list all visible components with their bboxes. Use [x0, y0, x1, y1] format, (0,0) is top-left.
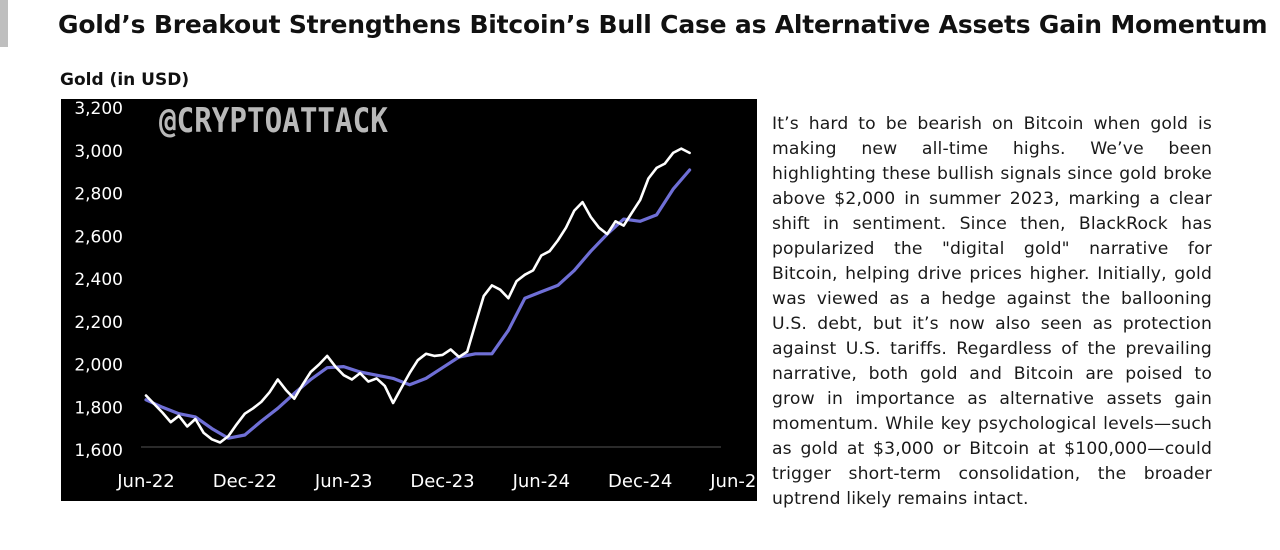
y-tick-label: 1,800	[74, 398, 123, 418]
chart-canvas: 1,600 1,800 2,000 2,200 2,400 2,600 2,800 3,000…	[74, 99, 757, 492]
x-axis: Jun-22 Dec-22 Jun-23 Dec-23 Jun-24 Dec-24 Jun-…	[116, 471, 757, 492]
x-tick-label: Jun-23	[314, 471, 373, 492]
left-accent-bar	[0, 0, 8, 47]
series-moving-average-line	[144, 168, 692, 440]
article-title: Gold’s Breakout Strengthens Bitcoin’s Bu…	[58, 10, 1268, 39]
series-gold-price-line	[144, 147, 691, 444]
x-tick-label: Dec-22	[213, 471, 277, 492]
watermark-text: @CRYPTOATTACK	[159, 101, 388, 141]
y-tick-label: 2,400	[74, 270, 123, 290]
y-tick-label: 3,000	[74, 142, 123, 162]
y-tick-label: 3,200	[74, 99, 123, 119]
y-tick-label: 2,000	[74, 356, 123, 376]
y-axis: 1,600 1,800 2,000 2,200 2,400 2,600 2,800 3,000…	[74, 99, 123, 461]
series-layer	[144, 147, 692, 444]
article-body: It’s hard to be bearish on Bitcoin when …	[772, 114, 1212, 509]
gold-chart: 1,600 1,800 2,000 2,200 2,400 2,600 2,800 3,000…	[61, 99, 757, 501]
y-tick-label: 2,800	[74, 185, 123, 205]
x-tick-label: Jun-25	[709, 471, 757, 492]
x-tick-label: Jun-22	[116, 471, 175, 492]
y-tick-label: 2,600	[74, 227, 123, 247]
y-tick-label: 1,600	[74, 441, 123, 461]
y-tick-label: 2,200	[74, 313, 123, 333]
chart-title: Gold (in USD)	[60, 70, 190, 90]
x-tick-label: Dec-24	[608, 471, 672, 492]
x-tick-label: Jun-24	[512, 471, 571, 492]
x-tick-label: Dec-23	[410, 471, 474, 492]
